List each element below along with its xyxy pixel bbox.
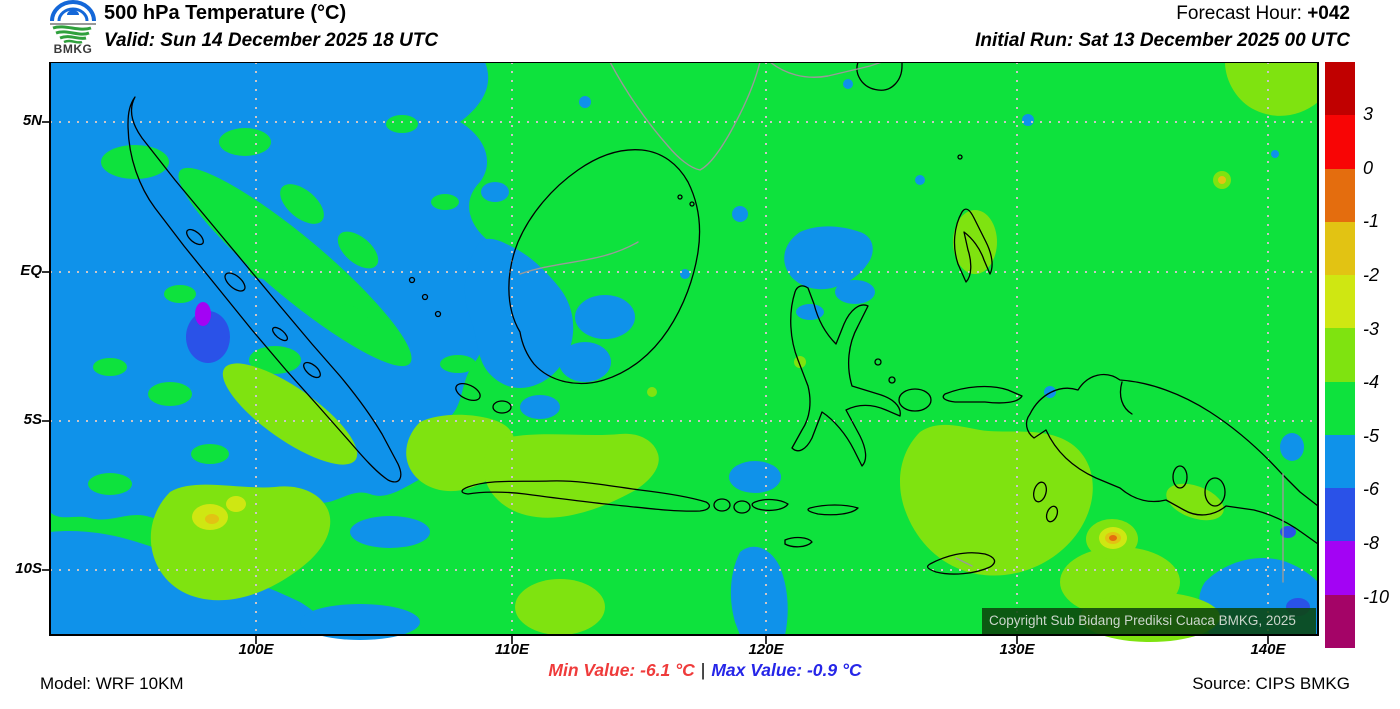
lat-label-eq: EQ [20, 262, 42, 279]
min-value: Min Value: -6.1 °C [548, 660, 695, 680]
colorbar-label: -2 [1363, 265, 1380, 285]
colorbar-segment [1325, 541, 1355, 595]
colorbar-segment [1325, 328, 1355, 382]
colorbar-segment [1325, 434, 1355, 489]
border-layer [519, 62, 1284, 583]
coastline-layer [127, 62, 1319, 575]
colorbar-segment [1325, 275, 1355, 329]
colorbar-segment [1325, 115, 1355, 169]
lat-label-5n: 5N [22, 112, 42, 129]
source-label: Source: CIPS BMKG [1192, 674, 1350, 693]
lat-label-5s: 5S [23, 411, 42, 428]
colorbar-label: 0 [1363, 158, 1374, 178]
colorbar-label: -4 [1363, 372, 1380, 392]
minmax-separator: | [700, 660, 706, 680]
gridline-layer [50, 62, 1318, 635]
lon-label-130e: 130E [999, 641, 1035, 658]
colorbar-segment [1325, 168, 1355, 222]
colorbar-segment [1325, 594, 1355, 648]
colorbar-label: 3 [1363, 104, 1374, 124]
colorbar-label: -3 [1363, 319, 1380, 339]
bmkg-logo-icon [50, 0, 96, 44]
temperature-colorbar [1325, 62, 1355, 648]
colorbar-segment [1325, 488, 1355, 542]
lon-label-100e: 100E [238, 641, 274, 658]
colorbar-segment [1325, 221, 1355, 276]
lon-label-140e: 140E [1250, 641, 1286, 658]
forecast-hour-label: Forecast Hour: [1176, 3, 1302, 24]
max-value: Max Value: -0.9 °C [711, 660, 862, 680]
colorbar-segment [1325, 381, 1355, 435]
initial-run: Initial Run: Sat 13 December 2025 00 UTC [975, 30, 1350, 51]
colorbar-label: -10 [1363, 587, 1390, 607]
temperature-map [42, 62, 1319, 644]
temperature-fill-layer [50, 62, 1318, 642]
lon-label-110e: 110E [495, 641, 529, 658]
lat-label-10s: 10S [15, 560, 42, 577]
valid-time: Valid: Sun 14 December 2025 18 UTC [104, 30, 439, 51]
colorbar-label: -5 [1363, 426, 1380, 446]
model-label: Model: WRF 10KM [40, 674, 184, 693]
lon-label-120e: 120E [748, 641, 784, 658]
colorbar-label: -8 [1363, 533, 1380, 553]
forecast-hour: Forecast Hour: +042 [1176, 3, 1350, 25]
copyright-notice: Copyright Sub Bidang Prediksi Cuaca BMKG… [982, 608, 1316, 634]
colorbar-label: -1 [1363, 211, 1380, 231]
colorbar-segment [1325, 62, 1355, 116]
forecast-hour-value: +042 [1307, 3, 1350, 24]
page-title: 500 hPa Temperature (°C) [104, 2, 347, 24]
bmkg-logo-label: BMKG [53, 42, 93, 56]
colorbar-label: -6 [1363, 479, 1380, 499]
map-frame [42, 62, 1319, 644]
minmax-values: Min Value: -6.1 °C | Max Value: -0.9 °C [470, 660, 940, 681]
